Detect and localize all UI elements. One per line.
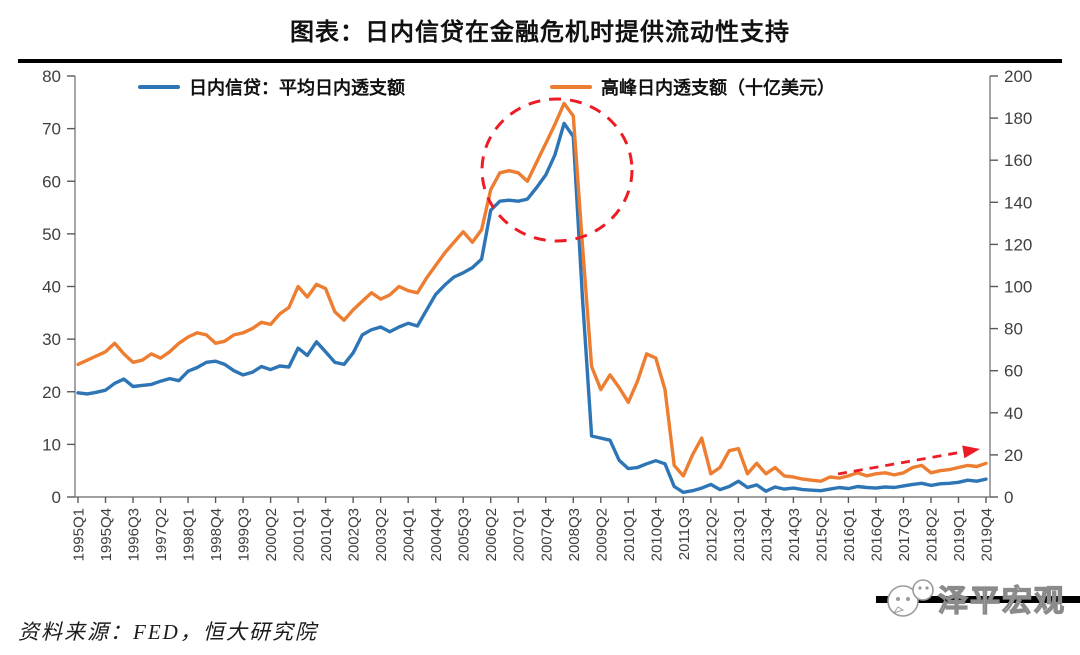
x-tick-label: 1997Q2 — [153, 508, 170, 561]
y-tick-label-left: 10 — [42, 435, 61, 454]
x-tick-label: 2001Q1 — [291, 508, 308, 561]
x-tick-label: 2004Q4 — [428, 508, 445, 561]
y-tick-label-right: 200 — [1004, 67, 1032, 86]
x-tick-label: 2019Q1 — [951, 508, 968, 561]
x-tick-label: 1996Q3 — [126, 508, 143, 561]
x-tick-label: 2004Q1 — [401, 508, 418, 561]
wechat-icon — [887, 579, 934, 617]
legend-label-peak: 高峰日内透支额（十亿美元） — [601, 78, 835, 98]
x-tick-label: 2008Q3 — [566, 508, 583, 561]
x-tick-label: 2007Q4 — [538, 508, 555, 561]
y-tick-label-right: 100 — [1004, 278, 1032, 297]
brand-name: 泽平宏观 — [938, 584, 1066, 618]
source-note: 资料来源：FED，恒大研究院 — [18, 620, 318, 644]
chart-title: 图表：日内信贷在金融危机时提供流动性支持 — [290, 19, 790, 46]
x-tick-label: 2016Q4 — [868, 508, 885, 561]
x-tick-label: 2013Q1 — [731, 508, 748, 561]
x-tick-label: 2003Q2 — [373, 508, 390, 561]
y-tick-label-right: 80 — [1004, 320, 1023, 339]
x-tick-label: 1998Q4 — [208, 508, 225, 561]
x-tick-label: 1995Q1 — [71, 508, 88, 561]
legend: 日内信贷：平均日内透支额 高峰日内透支额（十亿美元） — [0, 75, 1080, 99]
x-tick-label: 1998Q1 — [181, 508, 198, 561]
y-tick-label-right: 120 — [1004, 235, 1032, 254]
x-tick-label: 2013Q4 — [758, 508, 775, 561]
x-tick-label: 2011Q3 — [676, 508, 693, 560]
y-tick-label-right: 140 — [1004, 193, 1032, 212]
brand-watermark: 泽平宏观 — [876, 579, 1080, 619]
y-tick-label-left: 80 — [42, 67, 61, 86]
y-tick-label-left: 20 — [42, 383, 61, 402]
x-tick-label: 2010Q1 — [621, 508, 638, 561]
x-tick-label: 1995Q4 — [98, 508, 115, 561]
x-tick-label: 2016Q1 — [841, 508, 858, 561]
crisis-circle-annotation — [480, 97, 634, 243]
legend-swatch-avg — [138, 85, 180, 89]
x-tick-label: 1999Q3 — [236, 508, 253, 561]
x-tick-label: 2001Q4 — [318, 508, 335, 561]
y-tick-label-right: 0 — [1004, 488, 1013, 507]
legend-item-avg: 日内信贷：平均日内透支额 — [138, 75, 405, 99]
x-tick-label: 2019Q4 — [979, 508, 996, 561]
x-tick-label: 2012Q2 — [703, 508, 720, 561]
series-line-peak — [76, 101, 988, 483]
x-tick-label: 2005Q3 — [456, 508, 473, 561]
trend-arrow-head — [962, 445, 980, 459]
title-divider — [18, 59, 1062, 63]
x-tick-label: 2017Q3 — [896, 508, 913, 561]
y-tick-label-right: 60 — [1004, 362, 1023, 381]
y-tick-label-right: 160 — [1004, 151, 1032, 170]
x-tick-label: 2006Q2 — [483, 508, 500, 561]
legend-item-peak: 高峰日内透支额（十亿美元） — [550, 75, 835, 99]
x-tick-label: 2018Q2 — [923, 508, 940, 561]
legend-label-avg: 日内信贷：平均日内透支额 — [189, 78, 405, 98]
y-tick-label-right: 40 — [1004, 404, 1023, 423]
x-tick-label: 2010Q4 — [648, 508, 665, 561]
x-tick-label: 2014Q3 — [786, 508, 803, 561]
y-tick-label-left: 40 — [42, 278, 61, 297]
y-tick-label-right: 180 — [1004, 109, 1032, 128]
x-tick-label: 2002Q3 — [346, 508, 363, 561]
x-tick-label: 2000Q2 — [263, 508, 280, 561]
y-tick-label-left: 30 — [42, 330, 61, 349]
x-tick-label: 2015Q2 — [813, 508, 830, 561]
y-tick-label-left: 60 — [42, 172, 61, 191]
x-tick-label: 2007Q1 — [511, 508, 528, 561]
y-tick-label-left: 0 — [52, 488, 61, 507]
trend-arrow-annotation — [837, 450, 963, 476]
series-line-avg — [76, 121, 988, 494]
legend-swatch-peak — [550, 85, 592, 89]
y-tick-label-left: 50 — [42, 225, 61, 244]
brand-bar — [876, 596, 1080, 603]
y-tick-label-left: 70 — [42, 120, 61, 139]
y-tick-label-right: 20 — [1004, 446, 1023, 465]
x-tick-label: 2009Q2 — [593, 508, 610, 561]
